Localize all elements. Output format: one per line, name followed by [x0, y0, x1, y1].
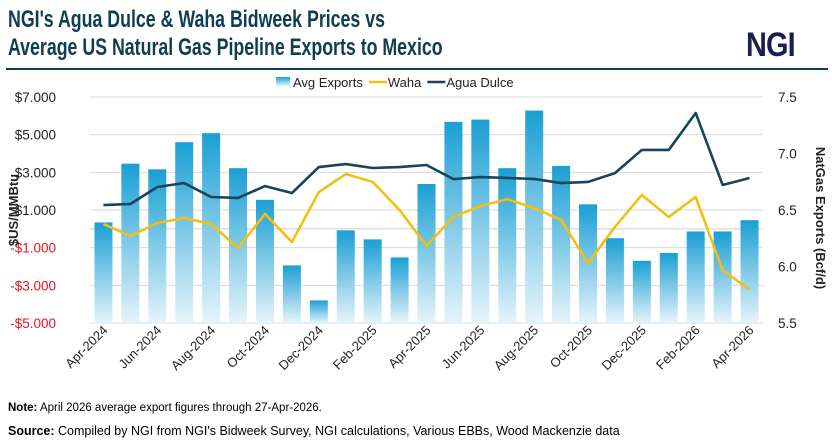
left-tick-label: $7.000 — [15, 90, 56, 105]
x-tick-label: Feb-2026 — [653, 323, 703, 373]
bar-avg-exports — [686, 231, 705, 323]
left-tick-label: -$3.000 — [10, 278, 56, 293]
chart-source: Source: Compiled by NGI from NGI's Bidwe… — [8, 424, 620, 438]
x-tick-label: Dec-2024 — [275, 323, 325, 373]
bar-avg-exports — [740, 220, 759, 323]
bar-avg-exports — [498, 168, 517, 323]
right-tick-label: 6.0 — [778, 260, 797, 275]
x-tick-label: Oct-2025 — [547, 323, 595, 371]
x-tick-label: Dec-2025 — [599, 323, 649, 373]
bar-avg-exports — [148, 169, 167, 323]
bar-avg-exports — [417, 184, 436, 323]
chart: $7.000 $5.000 $3.000 $1.000 -$1.000 -$3.000 -$… — [6, 75, 828, 373]
right-tick-label: 5.5 — [778, 316, 797, 331]
right-tick-label: 7.5 — [778, 90, 797, 105]
note-text: April 2026 average export figures throug… — [37, 402, 322, 414]
bar-avg-exports — [444, 121, 463, 323]
title-line-1: NGI's Agua Dulce & Waha Bidweek Prices v… — [8, 6, 385, 33]
source-label: Source: — [8, 424, 55, 438]
bar-avg-exports — [632, 260, 651, 323]
x-tick-label: Apr-2024 — [62, 323, 110, 371]
bar-avg-exports — [336, 230, 355, 323]
bar-avg-exports — [202, 133, 221, 323]
x-tick-label: Aug-2024 — [168, 323, 218, 373]
x-tick-label: Jun-2024 — [115, 323, 164, 372]
bar-avg-exports — [229, 168, 248, 323]
left-tick-label: $5.000 — [15, 128, 56, 143]
chart-title: NGI's Agua Dulce & Waha Bidweek Prices v… — [8, 6, 443, 62]
right-axis-title: NatGas Exports (Bcf/d) — [813, 147, 828, 289]
legend-label: Agua Dulce — [446, 75, 513, 90]
ngi-logo: NGI — [746, 26, 796, 64]
bar-avg-exports — [309, 300, 328, 323]
chart-note: Note: April 2026 average export figures … — [8, 402, 322, 414]
x-tick-label: Aug-2025 — [491, 323, 541, 373]
left-tick-label: $1.000 — [15, 203, 56, 218]
title-line-2: Average US Natural Gas Pipeline Exports … — [8, 34, 443, 61]
title-divider — [6, 68, 828, 70]
right-tick-label: 6.5 — [778, 203, 797, 218]
bar-avg-exports — [605, 238, 624, 323]
legend-label: Waha — [388, 75, 422, 90]
x-tick-label: Feb-2025 — [330, 323, 380, 373]
x-tick-label: Apr-2026 — [708, 323, 756, 371]
left-tick-label: -$1.000 — [10, 241, 56, 256]
bar-avg-exports — [282, 265, 301, 323]
legend-swatch-bar — [276, 77, 290, 86]
right-tick-label: 7.0 — [778, 147, 797, 162]
note-label: Note: — [8, 402, 38, 414]
x-tick-label: Apr-2025 — [385, 323, 433, 371]
bar-avg-exports — [390, 257, 409, 323]
bar-avg-exports — [255, 199, 274, 323]
legend-label: Avg Exports — [293, 75, 363, 90]
bar-avg-exports — [363, 239, 382, 323]
bar-avg-exports — [659, 252, 678, 323]
bar-avg-exports — [713, 231, 732, 323]
left-tick-label: -$5.000 — [10, 316, 56, 331]
left-axis-title: $US/MMBtu — [6, 174, 21, 246]
x-tick-label: Jun-2025 — [439, 323, 488, 372]
bar-avg-exports — [471, 119, 490, 323]
bar-avg-exports — [121, 163, 140, 323]
bar-avg-exports — [175, 142, 194, 323]
bar-avg-exports — [94, 222, 113, 323]
source-text: Compiled by NGI from NGI's Bidweek Surve… — [54, 424, 620, 438]
left-tick-label: $3.000 — [15, 165, 56, 180]
bar-avg-exports — [552, 165, 571, 323]
bar-avg-exports — [525, 110, 544, 323]
x-tick-label: Oct-2024 — [224, 323, 272, 371]
